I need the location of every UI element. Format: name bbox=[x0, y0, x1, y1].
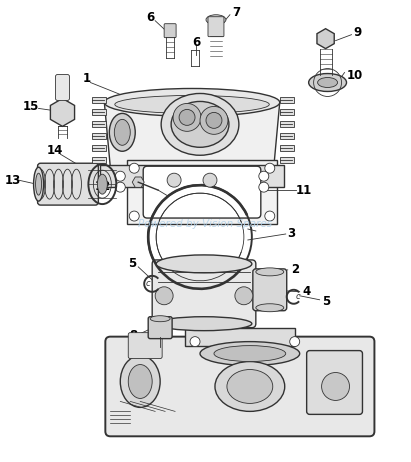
Circle shape bbox=[129, 211, 139, 221]
FancyBboxPatch shape bbox=[148, 317, 172, 339]
FancyBboxPatch shape bbox=[280, 134, 294, 140]
Circle shape bbox=[290, 337, 300, 346]
FancyBboxPatch shape bbox=[164, 24, 176, 38]
FancyBboxPatch shape bbox=[92, 122, 106, 128]
Circle shape bbox=[265, 211, 275, 221]
Circle shape bbox=[235, 287, 253, 305]
FancyBboxPatch shape bbox=[280, 97, 294, 103]
Text: 12: 12 bbox=[94, 180, 111, 193]
Text: 5: 5 bbox=[323, 295, 331, 308]
Text: 1: 1 bbox=[82, 72, 90, 85]
FancyBboxPatch shape bbox=[185, 328, 295, 346]
Circle shape bbox=[179, 109, 195, 125]
Ellipse shape bbox=[215, 362, 285, 411]
Ellipse shape bbox=[36, 173, 42, 195]
Ellipse shape bbox=[318, 78, 337, 87]
Ellipse shape bbox=[227, 370, 273, 403]
Text: 13: 13 bbox=[5, 174, 21, 187]
Circle shape bbox=[203, 173, 217, 187]
Text: 8: 8 bbox=[129, 329, 137, 342]
Ellipse shape bbox=[120, 356, 160, 407]
Circle shape bbox=[259, 171, 269, 181]
Ellipse shape bbox=[171, 102, 229, 147]
Circle shape bbox=[265, 163, 275, 173]
Circle shape bbox=[129, 163, 139, 173]
FancyBboxPatch shape bbox=[37, 163, 98, 205]
Text: 10: 10 bbox=[346, 69, 363, 82]
Ellipse shape bbox=[206, 15, 226, 24]
Text: 5: 5 bbox=[128, 257, 136, 270]
Circle shape bbox=[167, 173, 181, 187]
Text: 11: 11 bbox=[296, 183, 312, 197]
FancyBboxPatch shape bbox=[280, 157, 294, 163]
Text: 2: 2 bbox=[291, 263, 299, 276]
FancyBboxPatch shape bbox=[280, 145, 294, 151]
Circle shape bbox=[155, 287, 173, 305]
Polygon shape bbox=[51, 98, 74, 126]
Ellipse shape bbox=[34, 167, 44, 201]
FancyBboxPatch shape bbox=[253, 269, 287, 311]
Circle shape bbox=[200, 106, 228, 134]
Ellipse shape bbox=[161, 93, 239, 155]
Ellipse shape bbox=[256, 268, 284, 276]
FancyBboxPatch shape bbox=[152, 260, 256, 328]
Ellipse shape bbox=[109, 113, 135, 151]
Ellipse shape bbox=[214, 346, 286, 362]
Circle shape bbox=[321, 372, 349, 401]
Ellipse shape bbox=[200, 341, 300, 365]
FancyBboxPatch shape bbox=[208, 17, 224, 36]
Text: 6: 6 bbox=[192, 36, 200, 49]
FancyBboxPatch shape bbox=[55, 74, 69, 100]
FancyBboxPatch shape bbox=[280, 122, 294, 128]
FancyBboxPatch shape bbox=[92, 97, 106, 103]
FancyBboxPatch shape bbox=[280, 109, 294, 116]
Text: 4: 4 bbox=[302, 286, 311, 298]
Circle shape bbox=[259, 182, 269, 192]
FancyBboxPatch shape bbox=[127, 160, 277, 224]
Text: 9: 9 bbox=[353, 26, 362, 39]
FancyBboxPatch shape bbox=[92, 134, 106, 140]
FancyBboxPatch shape bbox=[128, 333, 162, 359]
Circle shape bbox=[115, 171, 125, 181]
Text: c: c bbox=[296, 292, 300, 301]
Ellipse shape bbox=[104, 89, 280, 116]
Ellipse shape bbox=[97, 174, 107, 194]
Ellipse shape bbox=[156, 255, 252, 273]
Text: 3: 3 bbox=[288, 227, 296, 241]
Ellipse shape bbox=[128, 365, 152, 398]
FancyBboxPatch shape bbox=[307, 351, 363, 414]
Ellipse shape bbox=[156, 317, 252, 331]
FancyBboxPatch shape bbox=[92, 109, 106, 116]
Ellipse shape bbox=[150, 316, 170, 322]
Circle shape bbox=[173, 103, 201, 131]
Ellipse shape bbox=[256, 304, 284, 312]
Ellipse shape bbox=[115, 96, 269, 113]
Text: 14: 14 bbox=[46, 144, 63, 157]
FancyBboxPatch shape bbox=[92, 145, 106, 151]
FancyBboxPatch shape bbox=[105, 337, 374, 436]
Text: 6: 6 bbox=[146, 11, 154, 24]
Circle shape bbox=[206, 112, 222, 128]
Text: 15: 15 bbox=[23, 100, 39, 113]
Text: Powered by Vision Spares: Powered by Vision Spares bbox=[138, 219, 272, 229]
FancyBboxPatch shape bbox=[100, 165, 284, 187]
Circle shape bbox=[115, 182, 125, 192]
Ellipse shape bbox=[309, 73, 346, 91]
Polygon shape bbox=[317, 29, 334, 49]
FancyBboxPatch shape bbox=[92, 157, 106, 163]
Text: 7: 7 bbox=[232, 6, 240, 19]
Ellipse shape bbox=[114, 119, 130, 145]
Polygon shape bbox=[132, 177, 144, 188]
Circle shape bbox=[190, 337, 200, 346]
Polygon shape bbox=[104, 103, 280, 167]
FancyBboxPatch shape bbox=[143, 166, 261, 218]
Text: c: c bbox=[146, 280, 150, 288]
